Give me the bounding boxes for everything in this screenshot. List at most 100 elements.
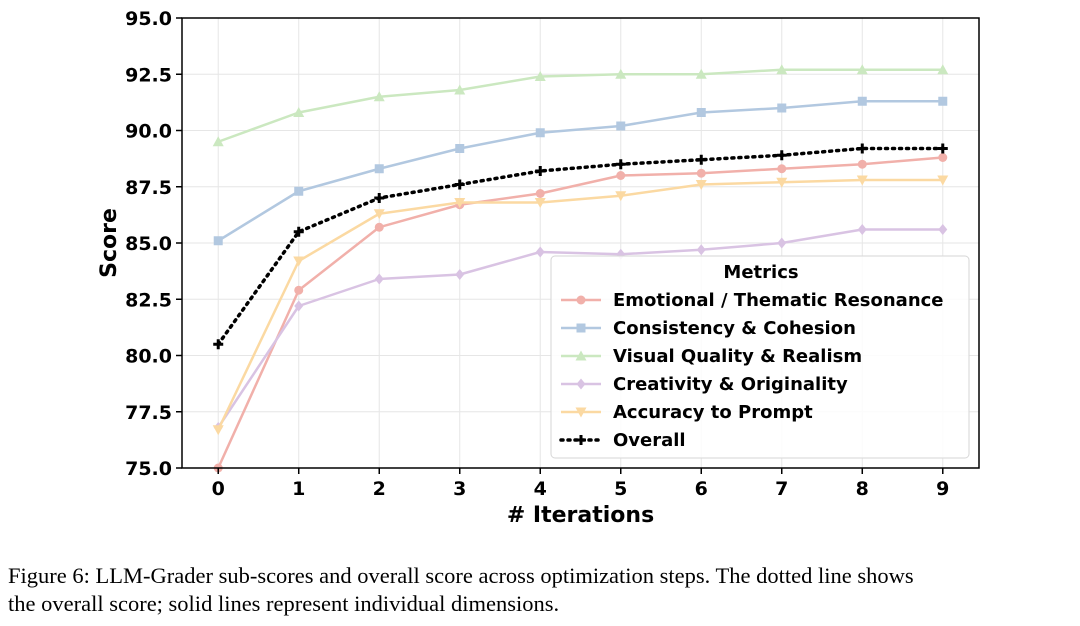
- data-point-marker: [615, 159, 626, 170]
- data-point-marker: [454, 179, 465, 190]
- series-line: [217, 228, 943, 429]
- legend-label: Creativity & Originality: [613, 374, 848, 395]
- legend-item: Visual Quality & Realism: [561, 346, 862, 367]
- series-line: [217, 100, 943, 242]
- data-point-marker: [535, 246, 545, 258]
- y-tick-label: 87.5: [125, 177, 172, 199]
- series-line: [217, 178, 943, 431]
- data-point-marker: [535, 128, 545, 138]
- x-tick-label: 5: [614, 478, 627, 500]
- data-point-marker: [856, 175, 868, 186]
- data-point-marker: [615, 191, 627, 202]
- data-point-marker: [576, 378, 586, 390]
- legend-label: Emotional / Thematic Resonance: [613, 290, 944, 311]
- data-point-marker: [454, 198, 466, 208]
- caption-line-2: the overall score; solid lines represent…: [8, 591, 560, 616]
- data-point-marker: [374, 193, 385, 203]
- data-point-marker: [938, 96, 948, 106]
- data-point-marker: [534, 71, 546, 81]
- data-point-marker: [776, 150, 787, 161]
- data-point-marker: [455, 269, 465, 280]
- data-point-marker: [575, 350, 587, 361]
- series-creativity-originality: [213, 224, 948, 433]
- legend-label: Overall: [613, 430, 686, 451]
- data-point-marker: [212, 136, 224, 147]
- y-tick-label: 95.0: [125, 8, 172, 30]
- y-tick-label: 77.5: [125, 402, 172, 424]
- y-tick-label: 90.0: [125, 121, 172, 143]
- data-point-marker: [576, 435, 586, 445]
- data-point-marker: [374, 222, 384, 232]
- series-line: [217, 68, 943, 143]
- data-point-marker: [777, 103, 787, 113]
- axis-ticks: 75.0 77.5 80.0 82.5 85.0 87.5 90.0 92.5 95.0 0 1 2 3…: [125, 8, 949, 500]
- data-point-marker: [937, 175, 949, 186]
- data-point-marker: [776, 64, 788, 75]
- x-tick-label: 3: [453, 478, 466, 500]
- legend-label: Consistency & Cohesion: [613, 318, 856, 339]
- data-point-marker: [454, 84, 466, 95]
- data-point-marker: [534, 198, 546, 208]
- series-overall: [213, 143, 948, 350]
- figure-caption: Figure 6: LLM-Grader sub-scores and over…: [8, 562, 1076, 618]
- data-point-marker: [857, 224, 867, 235]
- data-point-marker: [938, 153, 948, 162]
- data-point-marker: [374, 273, 384, 285]
- data-point-marker: [937, 143, 948, 154]
- series-accuracy-to-prompt: [212, 175, 949, 436]
- x-tick-label: 1: [292, 478, 305, 500]
- data-point-marker: [576, 295, 586, 305]
- data-point-marker: [857, 143, 868, 154]
- data-point-marker: [535, 189, 545, 198]
- series-visual-quality-realism: [212, 64, 949, 147]
- x-tick-label: 4: [534, 478, 547, 500]
- data-point-marker: [938, 224, 948, 235]
- data-point-marker: [696, 154, 707, 165]
- y-tick-label: 75.0: [125, 458, 172, 480]
- x-tick-label: 8: [856, 478, 869, 500]
- data-point-marker: [616, 121, 626, 131]
- x-axis-label: # Iterations: [507, 503, 654, 528]
- legend-title: Metrics: [723, 262, 798, 283]
- data-point-marker: [857, 96, 867, 106]
- legend-item: Consistency & Cohesion: [561, 318, 856, 339]
- data-point-marker: [294, 300, 304, 312]
- series-line: [216, 146, 945, 346]
- data-point-marker: [293, 107, 305, 117]
- data-point-marker: [695, 68, 707, 79]
- data-point-marker: [776, 177, 788, 188]
- data-point-marker: [695, 180, 707, 190]
- legend-item: Emotional / Thematic Resonance: [561, 290, 944, 311]
- legend-label: Accuracy to Prompt: [613, 402, 813, 423]
- data-point-marker: [293, 256, 305, 267]
- data-point-marker: [576, 323, 586, 333]
- data-point-marker: [294, 285, 304, 295]
- x-tick-label: 9: [936, 478, 949, 500]
- data-point-marker: [294, 186, 304, 196]
- legend-items: Emotional / Thematic Resonance Consistenc…: [559, 290, 944, 451]
- x-tick-label: 7: [775, 478, 788, 500]
- data-point-marker: [575, 407, 587, 418]
- legend-item: Creativity & Originality: [561, 374, 848, 395]
- data-point-marker: [937, 64, 949, 75]
- data-point-marker: [696, 168, 706, 178]
- y-tick-label: 85.0: [125, 233, 172, 255]
- data-point-marker: [535, 166, 546, 176]
- x-tick-label: 6: [695, 478, 708, 500]
- data-point-marker: [212, 425, 224, 436]
- y-axis-label: Score: [97, 208, 122, 278]
- data-point-marker: [293, 226, 304, 237]
- legend: Metrics Emotional / Thematic Resonance Co…: [550, 255, 970, 459]
- series-line: [217, 156, 943, 469]
- data-point-marker: [856, 64, 868, 75]
- legend-label: Visual Quality & Realism: [613, 346, 862, 367]
- legend-item: Accuracy to Prompt: [561, 402, 813, 423]
- line-chart: 75.0 77.5 80.0 82.5 85.0 87.5 90.0 92.5 95.0 0 1 2 3…: [97, 8, 980, 528]
- legend-item: Overall: [559, 430, 686, 451]
- data-point-marker: [374, 164, 384, 174]
- data-point-marker: [373, 209, 385, 220]
- y-tick-label: 82.5: [125, 289, 172, 311]
- x-tick-label: 2: [373, 478, 386, 500]
- legend-box: [550, 255, 970, 459]
- data-point-marker: [213, 339, 224, 350]
